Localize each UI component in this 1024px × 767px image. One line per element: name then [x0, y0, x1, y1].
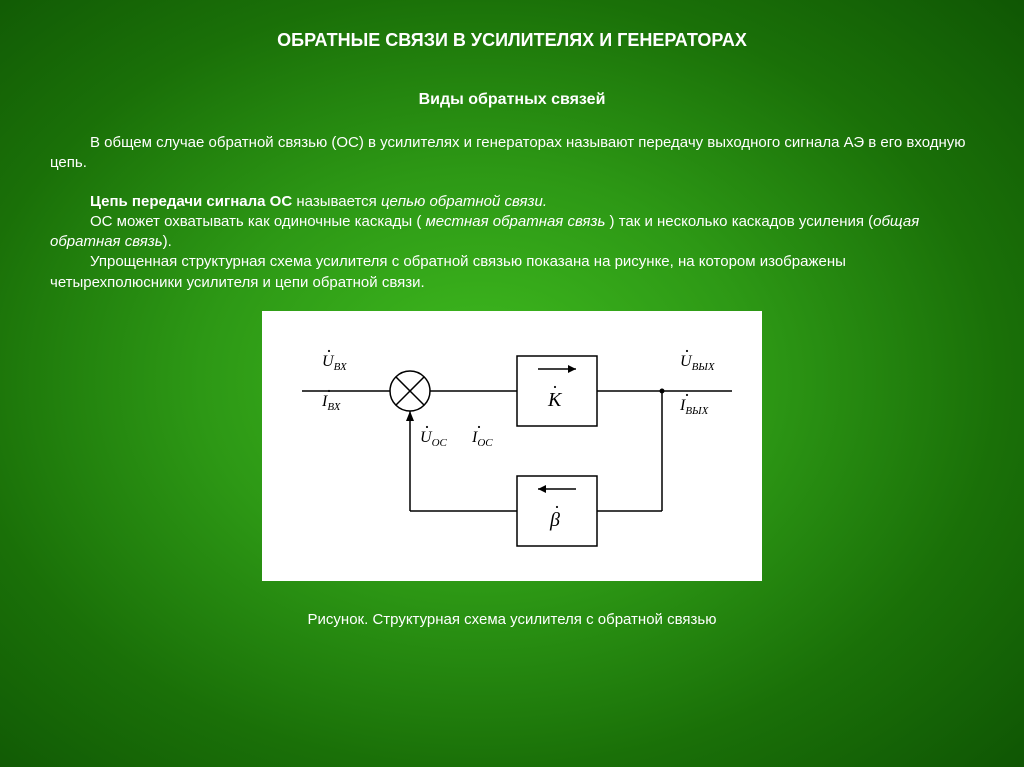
paragraph-2: Цепь передачи сигнала ОС называется цепь… [50, 192, 974, 293]
p4: Упрощенная структурная схема усилителя с… [50, 253, 846, 290]
p3-e: ). [163, 233, 172, 250]
label-k: K [548, 389, 561, 412]
p3-b: местная обратная связь [426, 213, 606, 230]
label-u-out: UВЫХ [680, 353, 715, 373]
page-title: ОБРАТНЫЕ СВЯЗИ В УСИЛИТЕЛЯХ И ГЕНЕРАТОРА… [50, 30, 974, 51]
figure-caption: Рисунок. Структурная схема усилителя с о… [50, 611, 974, 628]
label-i-out: IВЫХ [680, 397, 708, 417]
p2-mid: называется [292, 193, 381, 210]
label-beta: β [550, 509, 560, 532]
paragraph-1: В общем случае обратной связью (ОС) в ус… [50, 133, 974, 174]
label-i-in: IВХ [322, 393, 341, 413]
p2-bold: Цепь передачи сигнала ОС [90, 193, 292, 210]
label-u-oc: UОС [420, 429, 447, 449]
p2-italic: цепью обратной связи. [381, 193, 547, 210]
p3-a: ОС может охватывать как одиночные каскад… [90, 213, 426, 230]
block-diagram: UВХ IВХ UВЫХ IВЫХ UОС IОС K β [262, 311, 762, 581]
diagram-container: UВХ IВХ UВЫХ IВЫХ UОС IОС K β [50, 311, 974, 581]
label-u-in: UВХ [322, 353, 347, 373]
label-i-oc: IОС [472, 429, 493, 449]
p3-c: ) так и несколько каскадов усиления ( [605, 213, 873, 230]
section-subtitle: Виды обратных связей [50, 91, 974, 109]
